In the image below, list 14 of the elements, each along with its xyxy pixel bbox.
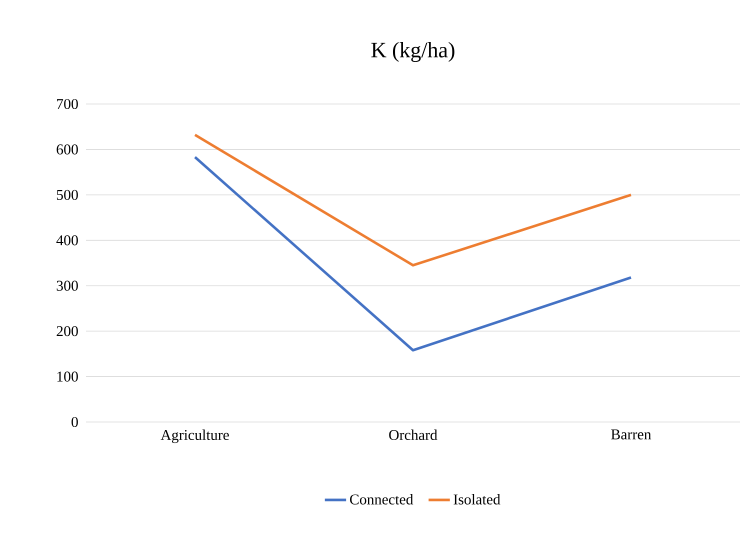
y-tick-label: 200 [56, 326, 78, 336]
x-tick-label: Barren [611, 430, 652, 440]
y-tick-label: 600 [56, 144, 78, 154]
y-tick-label: 100 [57, 372, 78, 382]
y-tick-label: 400 [56, 235, 78, 246]
y-tick-label: 300 [56, 280, 78, 291]
y-tick-label: 500 [56, 190, 78, 200]
legend-label: Isolated [454, 494, 500, 504]
y-tick-label: 0 [72, 416, 78, 428]
y-tick-label: 700 [57, 98, 78, 110]
chart-title: K (kg/ha) [371, 42, 454, 62]
x-tick-label: Agriculture [160, 430, 229, 444]
legend-label: Connected [350, 494, 414, 504]
x-tick-label: Orchard [389, 430, 438, 440]
